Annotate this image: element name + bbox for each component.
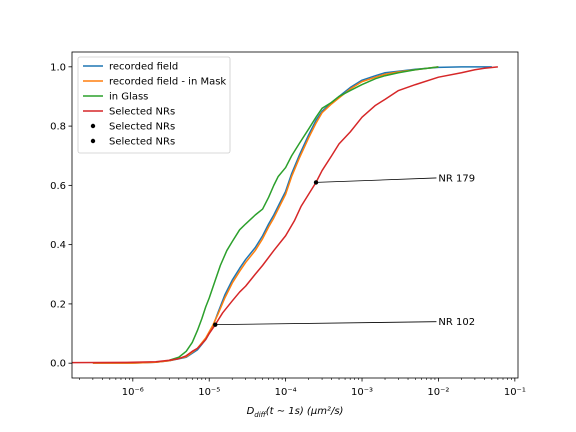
legend-label-5: Selected NRs <box>109 137 175 148</box>
y-tick-label-3: 0.6 <box>50 181 66 192</box>
series-marker-5-0 <box>213 322 218 327</box>
series-layer <box>71 66 498 364</box>
x-tick-label-1: 10⁻⁵ <box>198 387 220 398</box>
legend-label-1: recorded field - in Mask <box>109 77 226 88</box>
series-line-3 <box>71 66 498 364</box>
y-tick-label-4: 0.8 <box>50 122 66 133</box>
x-tick-label-0: 10⁻⁶ <box>122 387 144 398</box>
annotation-label-0: NR 179 <box>438 173 475 184</box>
series-line-2 <box>169 66 439 361</box>
annotation-arrow-0 <box>316 177 437 183</box>
annotation-arrow-1 <box>215 321 437 326</box>
annotation-label-1: NR 102 <box>438 317 475 328</box>
y-axis-ticks: 0.0 0.2 0.4 0.6 0.8 1.0 <box>50 62 72 370</box>
x-label-sub: diff <box>254 411 266 419</box>
series-marker-4-0 <box>313 180 319 185</box>
legend-label-2: in Glass <box>109 92 148 103</box>
annotation-layer: NR 179 NR 102 <box>213 173 475 328</box>
y-tick-label-1: 0.2 <box>50 299 66 310</box>
x-tick-label-4: 10⁻² <box>427 387 449 398</box>
x-tick-label-5: 10⁻¹ <box>504 387 526 398</box>
legend-label-0: recorded field <box>109 62 178 73</box>
x-label-rest: (t ∼ 1s) (μm²/s) <box>266 406 344 417</box>
plot-frame <box>71 51 519 379</box>
y-tick-label-5: 1.0 <box>50 62 66 73</box>
y-tick-label-2: 0.4 <box>50 240 66 251</box>
legend-label-4: Selected NRs <box>109 122 175 133</box>
legend-swatch-5 <box>90 138 96 144</box>
legend-box <box>77 56 231 154</box>
x-axis-ticks: 10⁻⁶ 10⁻⁵ 10⁻⁴ 10⁻³ 10⁻² 10⁻¹ <box>79 378 526 398</box>
legend: recorded field recorded field - in Mask in… <box>77 56 231 154</box>
x-label-main: D <box>247 406 255 417</box>
y-tick-label-0: 0.0 <box>50 359 66 370</box>
x-tick-label-2: 10⁻⁴ <box>275 387 297 398</box>
x-tick-label-3: 10⁻³ <box>351 387 373 398</box>
legend-swatch-4 <box>90 123 96 129</box>
x-axis-label: Ddiff(t ∼ 1s) (μm²/s) <box>247 406 344 419</box>
legend-label-3: Selected NRs <box>109 107 175 118</box>
